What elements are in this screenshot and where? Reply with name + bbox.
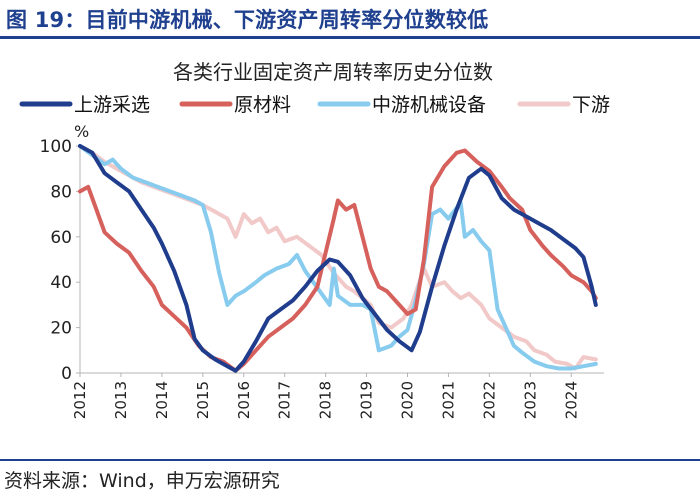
series-line	[78, 144, 598, 373]
x-tick-label: 2013	[112, 381, 130, 419]
line-chart: 各类行业固定资产周转率历史分位数 上游采选 原材料 中游机械设备 下游 % 02…	[19, 60, 610, 419]
figure-title: 图 19：目前中游机械、下游资产周转率分位数较低	[6, 8, 489, 32]
series-line	[78, 144, 598, 371]
y-tick-label: 100	[40, 137, 72, 157]
x-tick-label: 2012	[71, 381, 89, 419]
y-tick-label: 60	[50, 228, 72, 248]
report-header: 图 19：目前中游机械、下游资产周转率分位数较低	[0, 0, 700, 39]
x-tick-label: 2024	[562, 381, 580, 419]
legend-label-upstream: 上游采选	[74, 94, 150, 116]
x-axis: 2012 2013 2014 2015 2016 2017 2018 2019 2020 2021…	[71, 373, 580, 419]
header-divider	[0, 36, 700, 39]
series-line	[78, 144, 598, 371]
y-tick-label: 20	[50, 319, 72, 339]
y-tick-label: 80	[50, 182, 72, 202]
x-tick-label: 2020	[399, 381, 417, 419]
footer-divider	[0, 459, 700, 461]
x-tick-label: 2023	[521, 381, 539, 419]
legend-label-downstream: 下游	[572, 94, 610, 116]
y-axis-unit: %	[74, 122, 89, 141]
x-tick-label: 2014	[153, 381, 171, 419]
legend-label-machinery: 中游机械设备	[372, 94, 486, 116]
y-tick-label: 40	[50, 273, 72, 293]
data-source: 资料来源：Wind，申万宏源研究	[4, 470, 280, 492]
series-line	[78, 148, 598, 373]
x-tick-label: 2015	[194, 381, 212, 419]
series-lines	[78, 144, 598, 373]
x-tick-label: 2019	[358, 381, 376, 419]
y-axis: 0 20 40 60 80 100	[40, 137, 80, 384]
x-tick-label: 2018	[317, 381, 335, 419]
x-tick-label: 2021	[439, 381, 457, 419]
legend: 上游采选 原材料 中游机械设备 下游	[19, 94, 610, 116]
legend-label-materials: 原材料	[234, 94, 291, 116]
x-tick-label: 2022	[480, 381, 498, 419]
x-tick-label: 2016	[235, 381, 253, 419]
chart-title: 各类行业固定资产周转率历史分位数	[173, 60, 493, 84]
y-tick-label: 0	[61, 364, 72, 384]
x-tick-label: 2017	[276, 381, 294, 419]
